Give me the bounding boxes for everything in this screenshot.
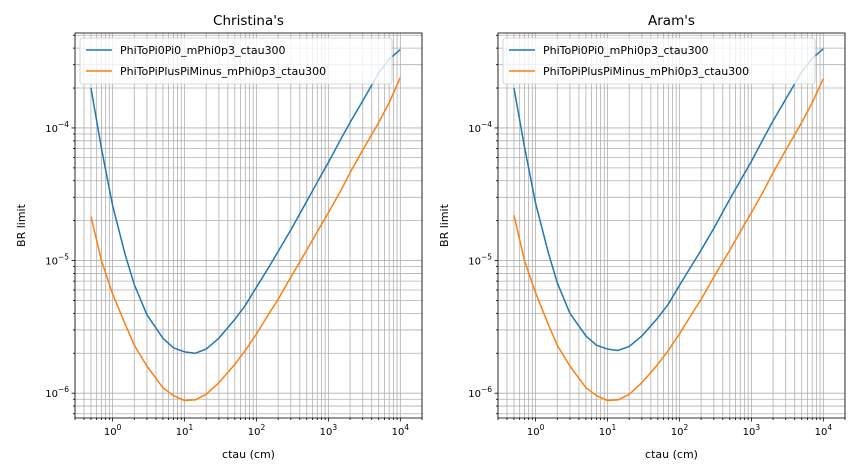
- y-tick-label: 10−5: [468, 253, 492, 268]
- x-tick-label-exp: 4: [827, 423, 832, 432]
- chart-panel-1: 100 101 102 103 10410−610−510−4Christina'sct…: [15, 13, 423, 461]
- series-line-1: [513, 48, 824, 352]
- x-axis-label: ctau (cm): [645, 448, 698, 461]
- legend-box: [79, 37, 393, 85]
- x-tick-label: 104: [815, 423, 833, 438]
- y-tick-label: 10−4: [468, 120, 492, 135]
- x-tick-label: 102: [671, 423, 689, 438]
- y-tick-label-base: 10: [45, 124, 58, 135]
- x-tick-label-base: 10: [248, 427, 261, 438]
- y-tick-label: 10−6: [468, 385, 492, 400]
- x-tick-label-exp: 3: [755, 423, 760, 432]
- x-tick-label-exp: 4: [404, 423, 409, 432]
- y-tick-label-exp: −6: [58, 385, 69, 394]
- chart-title: Christina's: [213, 13, 284, 29]
- y-tick-label-exp: −4: [481, 120, 492, 129]
- x-tick-label: 101: [599, 423, 617, 438]
- y-tick-label-exp: −6: [481, 385, 492, 394]
- y-tick-label: 10−6: [45, 385, 69, 400]
- y-tick-label-exp: −4: [58, 120, 69, 129]
- y-tick-label-base: 10: [468, 389, 481, 400]
- plot-frame: [497, 32, 846, 419]
- grid-lines: [74, 33, 423, 418]
- x-tick-label: 103: [743, 423, 761, 438]
- y-tick-label-exp: −5: [58, 253, 69, 262]
- y-tick-label-base: 10: [468, 257, 481, 268]
- series-line-2: [90, 77, 402, 402]
- y-tick-label-exp: −5: [481, 253, 492, 262]
- x-tick-label-exp: 2: [260, 423, 265, 432]
- x-tick-label: 100: [527, 423, 545, 438]
- legend-label-1: PhiToPi0Pi0_mPhi0p3_ctau300: [120, 44, 286, 57]
- x-tick-label-exp: 2: [683, 423, 688, 432]
- x-tick-label-base: 10: [176, 427, 189, 438]
- x-tick-label-exp: 3: [332, 423, 337, 432]
- legend: PhiToPi0Pi0_mPhi0p3_ctau300 PhiToPiPlusPi…: [79, 37, 393, 85]
- x-tick-label: 101: [176, 423, 194, 438]
- y-tick-label: 10−5: [45, 253, 69, 268]
- x-tick-label-exp: 1: [612, 423, 617, 432]
- x-tick-label-exp: 0: [540, 423, 545, 432]
- x-tick-label: 104: [392, 423, 410, 438]
- x-tick-label-base: 10: [392, 427, 405, 438]
- y-tick-label-base: 10: [45, 257, 58, 268]
- y-tick-label: 10−4: [45, 120, 69, 135]
- x-tick-label-base: 10: [815, 427, 828, 438]
- legend-label-2: PhiToPiPlusPiMinus_mPhi0p3_ctau300: [543, 65, 749, 78]
- legend-label-1: PhiToPi0Pi0_mPhi0p3_ctau300: [543, 44, 709, 57]
- x-tick-label: 100: [104, 423, 122, 438]
- x-tick-label-base: 10: [527, 427, 540, 438]
- x-tick-label-base: 10: [104, 427, 117, 438]
- x-tick-label-base: 10: [671, 427, 684, 438]
- y-axis-label: BR limit: [15, 203, 28, 247]
- x-tick-label-base: 10: [320, 427, 333, 438]
- grid-lines: [497, 33, 846, 418]
- series-line-1: [90, 49, 401, 355]
- x-axis-label: ctau (cm): [222, 448, 275, 461]
- x-tick-label-base: 10: [599, 427, 612, 438]
- legend-label-2: PhiToPiPlusPiMinus_mPhi0p3_ctau300: [120, 65, 326, 78]
- x-tick-label: 103: [320, 423, 338, 438]
- chart-title: Aram's: [648, 13, 695, 29]
- x-tick-label-exp: 1: [189, 423, 194, 432]
- x-tick-label-exp: 0: [117, 423, 122, 432]
- series-line-2: [513, 78, 825, 402]
- plot-frame: [74, 32, 423, 419]
- legend: PhiToPi0Pi0_mPhi0p3_ctau300 PhiToPiPlusPi…: [502, 37, 816, 85]
- x-tick-label-base: 10: [743, 427, 756, 438]
- y-axis-label: BR limit: [438, 203, 451, 247]
- y-tick-label-base: 10: [468, 124, 481, 135]
- x-tick-label: 102: [248, 423, 266, 438]
- legend-box: [502, 37, 816, 85]
- y-tick-label-base: 10: [45, 389, 58, 400]
